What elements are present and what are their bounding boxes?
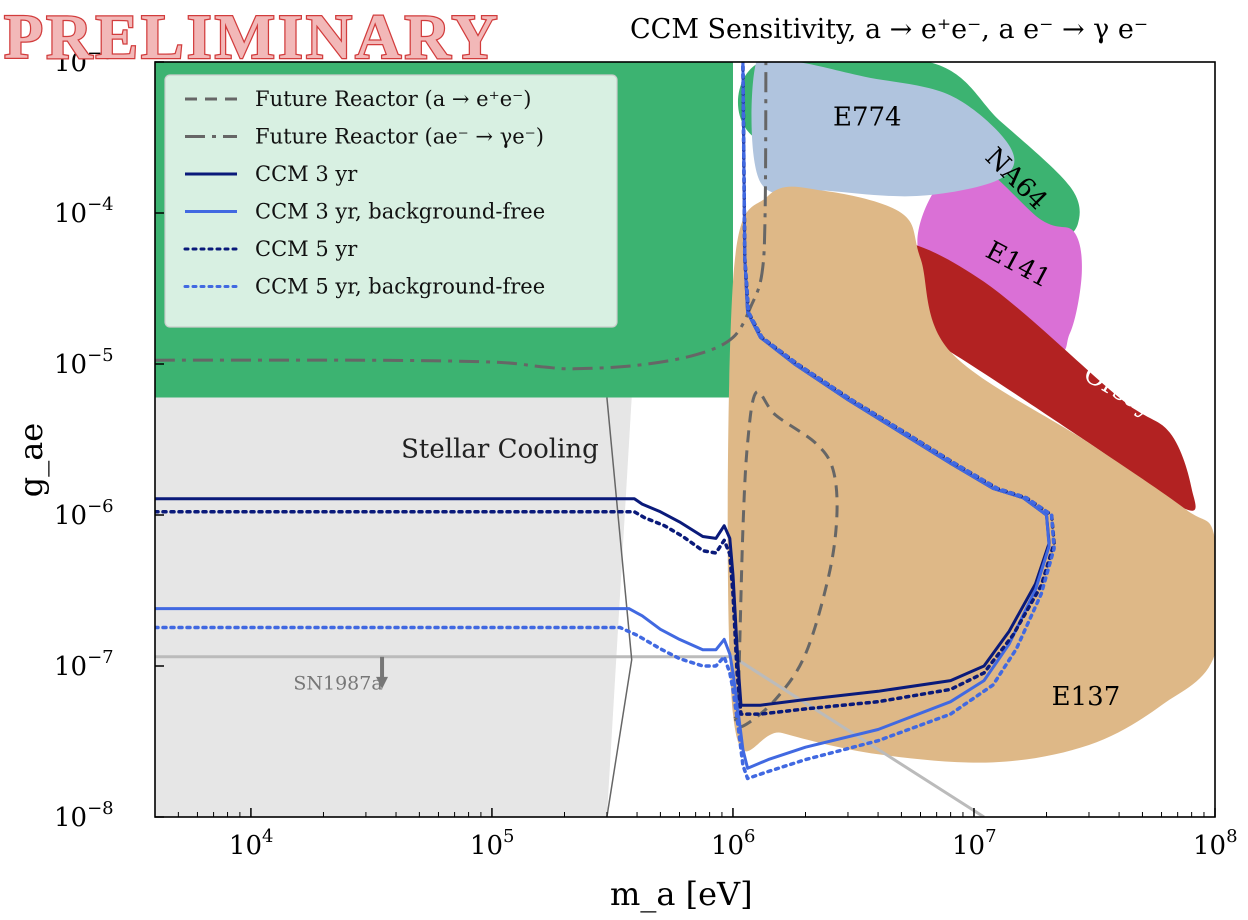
region-orsay	[845, 241, 1196, 511]
legend: Future Reactor (a → e⁺e⁻) Future Reactor …	[164, 74, 618, 328]
sn1987a-arrow-head	[376, 676, 389, 689]
region-label-e137: E137	[1052, 682, 1121, 712]
y-axis-label: g_ae	[12, 423, 50, 498]
legend-label-future-reactor-ae-e: Future Reactor (ae⁻ → γe⁻)	[255, 125, 544, 149]
chart-title: CCM Sensitivity, a → e⁺e⁻, a e⁻ → γ e⁻	[630, 14, 1148, 45]
legend-label-ccm-5-yr: CCM 5 yr	[255, 237, 358, 261]
legend-box	[164, 74, 618, 328]
region-e774	[751, 62, 1015, 197]
series-ccm-5-yr-background-free	[155, 62, 1056, 781]
legend-label-ccm-5-yr-background-free: CCM 5 yr, background-free	[255, 275, 545, 299]
legend-label-ccm-3-yr: CCM 3 yr	[255, 162, 358, 186]
region-e141	[917, 160, 1082, 352]
preliminary-watermark: PRELIMINARY	[4, 1, 501, 72]
y-tick-label: 10−3	[54, 43, 114, 78]
plot-frame	[154, 61, 1216, 818]
legend-label-future-reactor-a-e-e: Future Reactor (a → e⁺e⁻)	[255, 87, 531, 111]
region-label-e774: E774	[833, 102, 902, 132]
sensitivity-curves	[155, 62, 1056, 781]
line-sn1987a	[155, 655, 985, 817]
region-label-stellar-cooling: Stellar Cooling	[401, 435, 599, 465]
legend-label-ccm-3-yr-background-free: CCM 3 yr, background-free	[255, 200, 545, 224]
series-ccm-3-yr-background-free	[155, 62, 1051, 770]
x-tick-label: 108	[1193, 826, 1238, 861]
annotations: SN1987a	[293, 656, 389, 694]
axis-labels: m_a [eV] g_ae	[12, 423, 753, 913]
x-axis-label: m_a [eV]	[610, 875, 753, 913]
annotation-sn1987a: SN1987a	[293, 672, 382, 694]
y-tick-label: 10−5	[54, 345, 114, 380]
reference-lines	[155, 397, 985, 817]
line-stellar-cooling-boundary	[606, 397, 633, 817]
